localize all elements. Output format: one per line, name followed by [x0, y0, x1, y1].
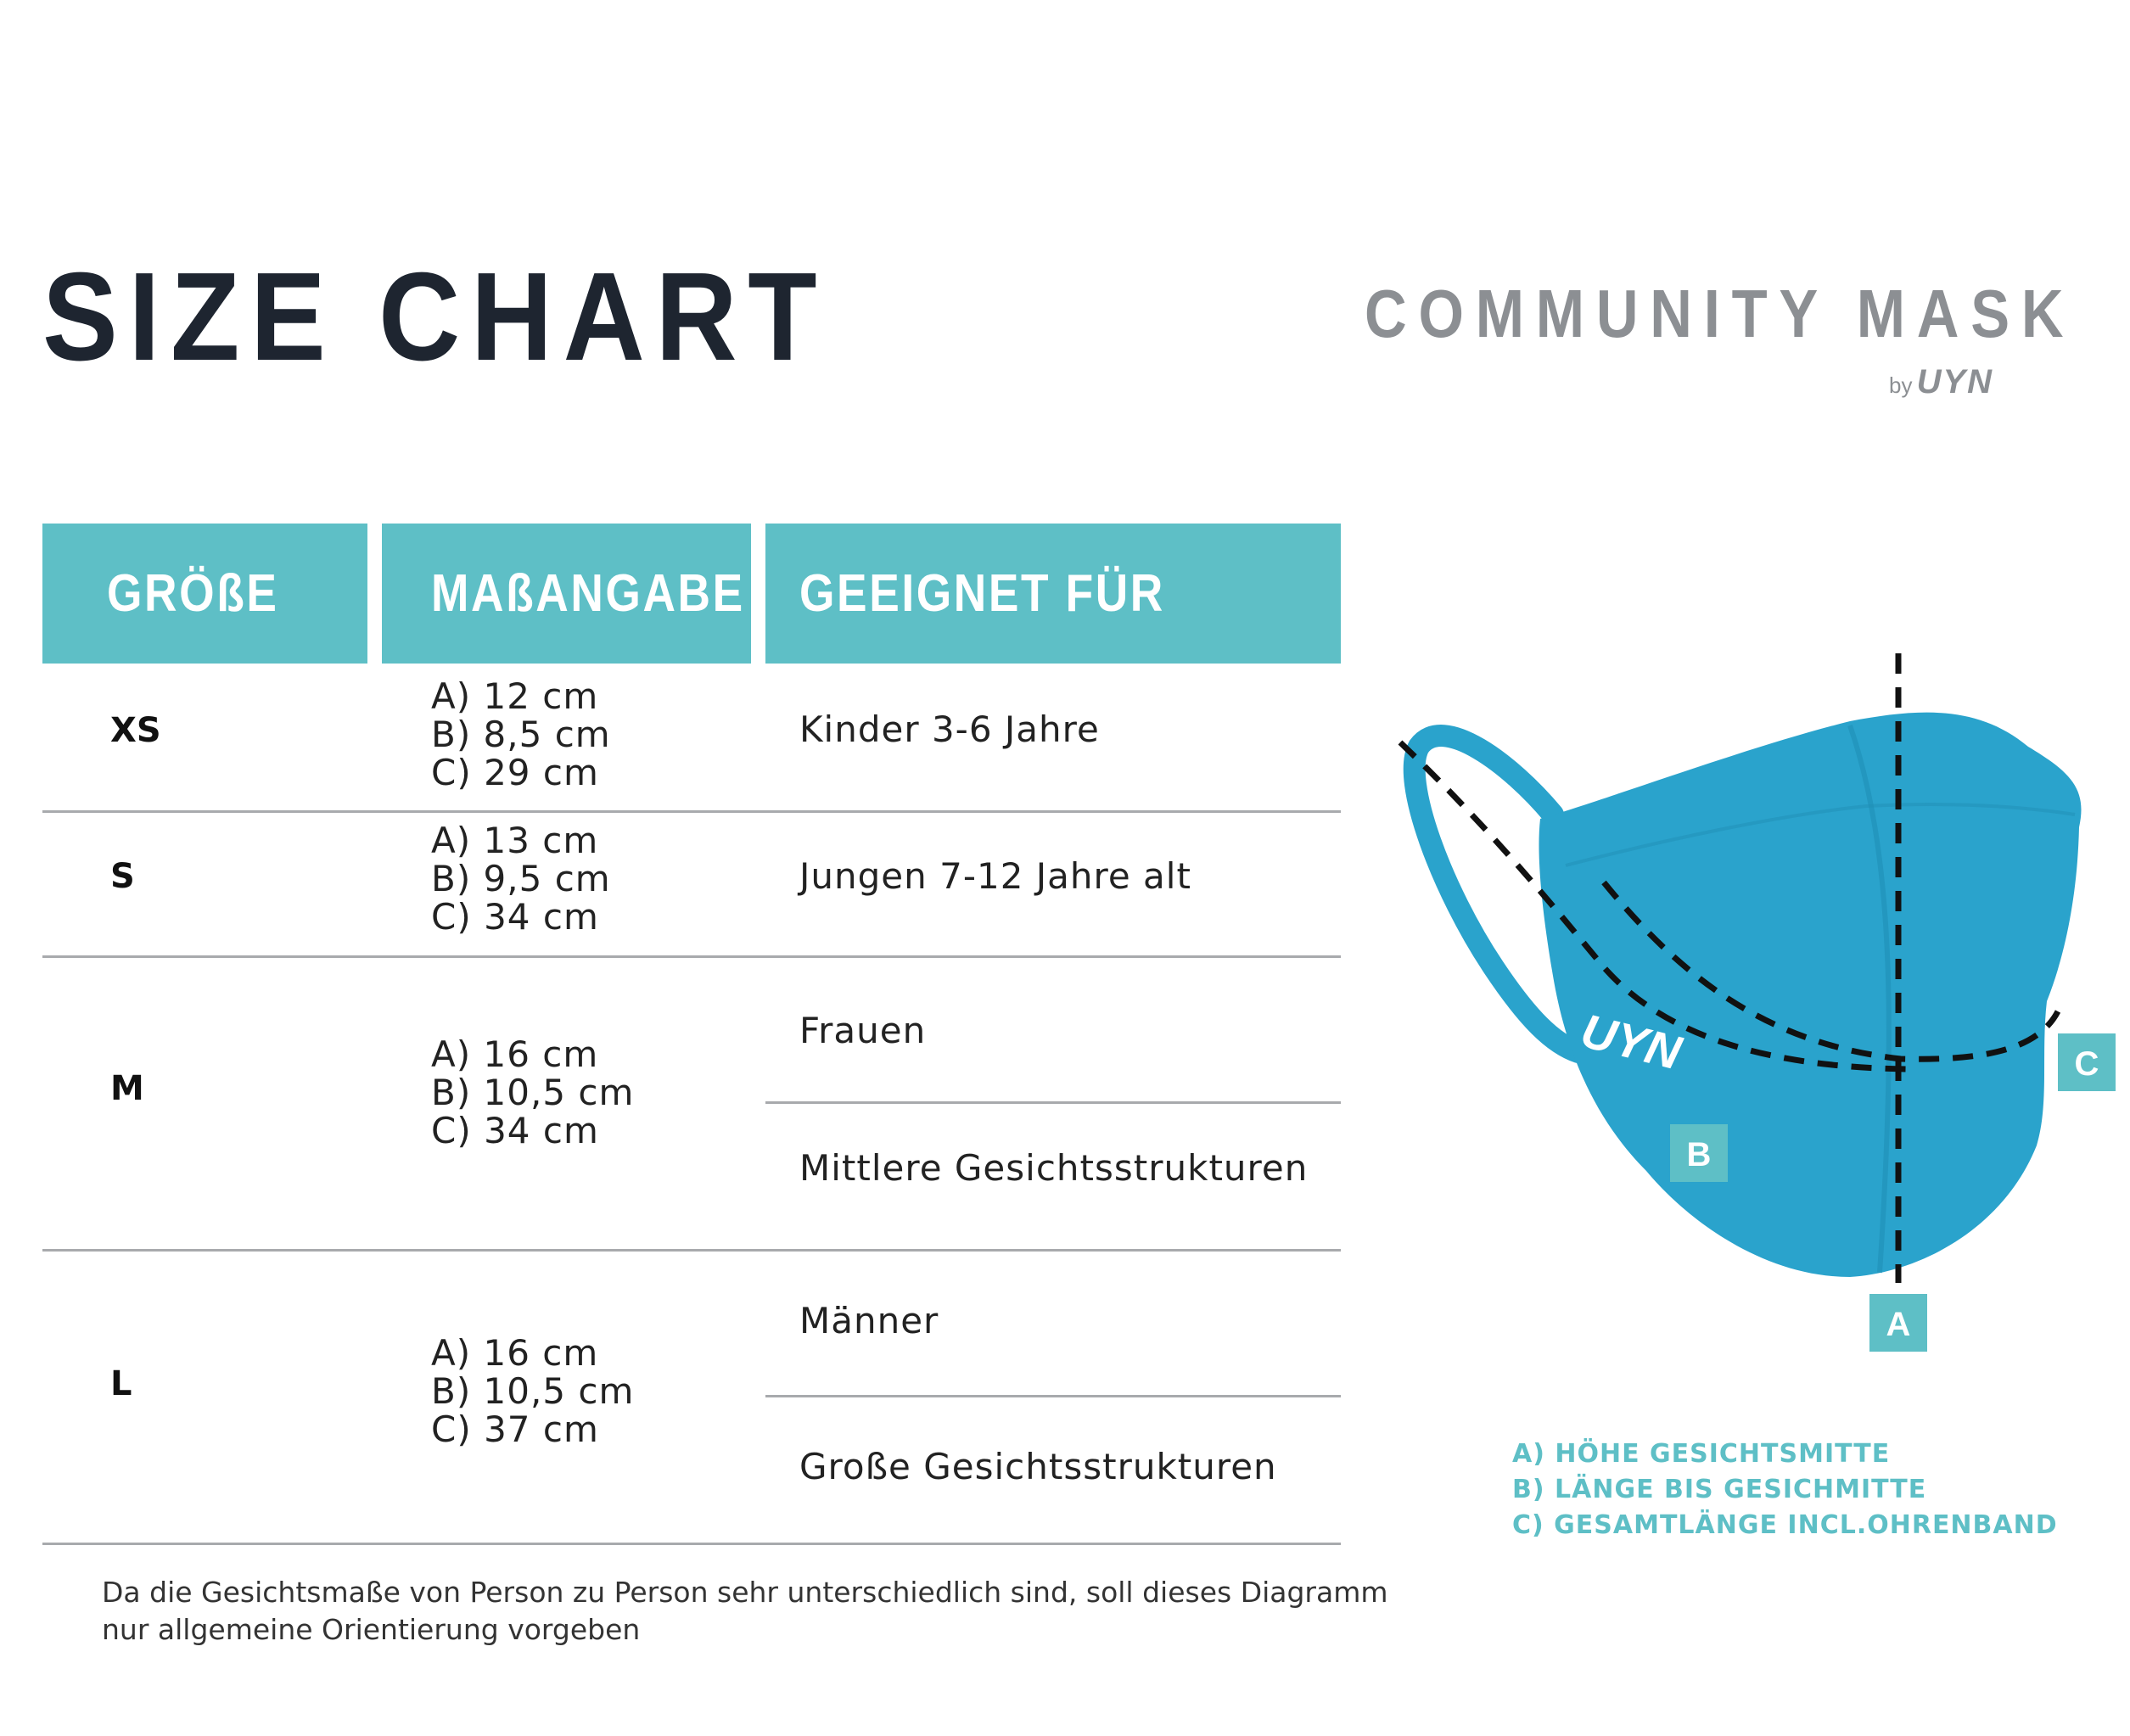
- legend-item-b: B) LÄNGE BIS GESICHMITTE: [1512, 1475, 1927, 1504]
- measure-a: A) 16 cm: [431, 1332, 599, 1374]
- measure-b: B) 10,5 cm: [431, 1072, 635, 1113]
- measure-c: C) 37 cm: [431, 1408, 599, 1450]
- legend-item-c: C) GESAMTLÄNGE INCL.OHRENBAND: [1512, 1510, 2058, 1540]
- page-title: SIZE CHART: [42, 247, 828, 387]
- brand-name: COMMUNITY MASK: [1365, 276, 2076, 351]
- size-label-xs: XS: [110, 711, 161, 750]
- suitable-l-2: Große Gesichtsstrukturen: [799, 1446, 1277, 1487]
- mask-seam: [1847, 725, 1892, 1274]
- measure-a: A) 12 cm: [431, 675, 599, 717]
- legend-item-a: A) HÖHE GESICHTSMITTE: [1512, 1439, 1891, 1469]
- suitable-m-2: Mittlere Gesichtsstrukturen: [799, 1147, 1309, 1189]
- diagram-legend: A) HÖHE GESICHTSMITTE B) LÄNGE BIS GESIC…: [1512, 1436, 2058, 1543]
- brand-byline: by UYN: [1889, 363, 1993, 401]
- brand-logo-text: UYN: [1916, 363, 1994, 400]
- measure-a: A) 13 cm: [431, 820, 599, 861]
- marker-a: A: [1886, 1306, 1911, 1343]
- row-divider: [42, 1543, 1341, 1545]
- suitable-m-1: Frauen: [799, 1010, 927, 1051]
- row-divider: [42, 810, 1341, 813]
- measure-b: B) 8,5 cm: [431, 714, 611, 755]
- size-measures-m: A) 16 cm B) 10,5 cm C) 34 cm: [431, 1035, 634, 1150]
- row-subdivider: [765, 1101, 1341, 1104]
- footnote-line: Da die Gesichtsmaße von Person zu Person…: [102, 1576, 1388, 1609]
- measure-a: A) 16 cm: [431, 1033, 599, 1075]
- marker-b: B: [1687, 1136, 1712, 1173]
- mask-diagram: UYN B A C: [1398, 653, 2116, 1352]
- column-header-measures: MAßANGABE: [382, 524, 751, 664]
- row-subdivider: [765, 1395, 1341, 1397]
- marker-b-box: [1670, 1124, 1728, 1182]
- size-measures-l: A) 16 cm B) 10,5 cm C) 37 cm: [431, 1334, 634, 1448]
- measure-b: B) 10,5 cm: [431, 1370, 635, 1412]
- mask-body: [1539, 712, 2082, 1277]
- measure-line-b: [1398, 740, 1910, 1072]
- row-divider: [42, 1249, 1341, 1252]
- size-label-m: M: [110, 1069, 144, 1108]
- ear-loop: [1403, 725, 1589, 1063]
- measure-c: C) 34 cm: [431, 1110, 599, 1151]
- size-label-s: S: [110, 857, 135, 896]
- footnote: Da die Gesichtsmaße von Person zu Person…: [102, 1574, 1388, 1649]
- mask-seam: [1565, 803, 2076, 867]
- row-divider: [42, 955, 1341, 958]
- brand-by-text: by: [1889, 372, 1913, 398]
- size-measures-s: A) 13 cm B) 9,5 cm C) 34 cm: [431, 821, 611, 936]
- size-label-l: L: [110, 1364, 132, 1403]
- measure-b: B) 9,5 cm: [431, 858, 611, 899]
- suitable-l-1: Männer: [799, 1300, 939, 1341]
- measure-line-c: [1601, 880, 2061, 1062]
- footnote-line: nur allgemeine Orientierung vorgeben: [102, 1613, 641, 1646]
- column-header-size: GRÖßE: [42, 524, 367, 664]
- suitable-s: Jungen 7-12 Jahre alt: [799, 855, 1191, 897]
- marker-a-box: [1869, 1294, 1927, 1352]
- measure-c: C) 34 cm: [431, 896, 599, 938]
- suitable-xs: Kinder 3-6 Jahre: [799, 708, 1100, 750]
- column-header-suitable: GEEIGNET FÜR: [765, 524, 1341, 664]
- marker-c-box: [2058, 1033, 2116, 1091]
- measure-c: C) 29 cm: [431, 752, 599, 793]
- size-measures-xs: A) 12 cm B) 8,5 cm C) 29 cm: [431, 677, 611, 792]
- marker-c: C: [2075, 1045, 2099, 1083]
